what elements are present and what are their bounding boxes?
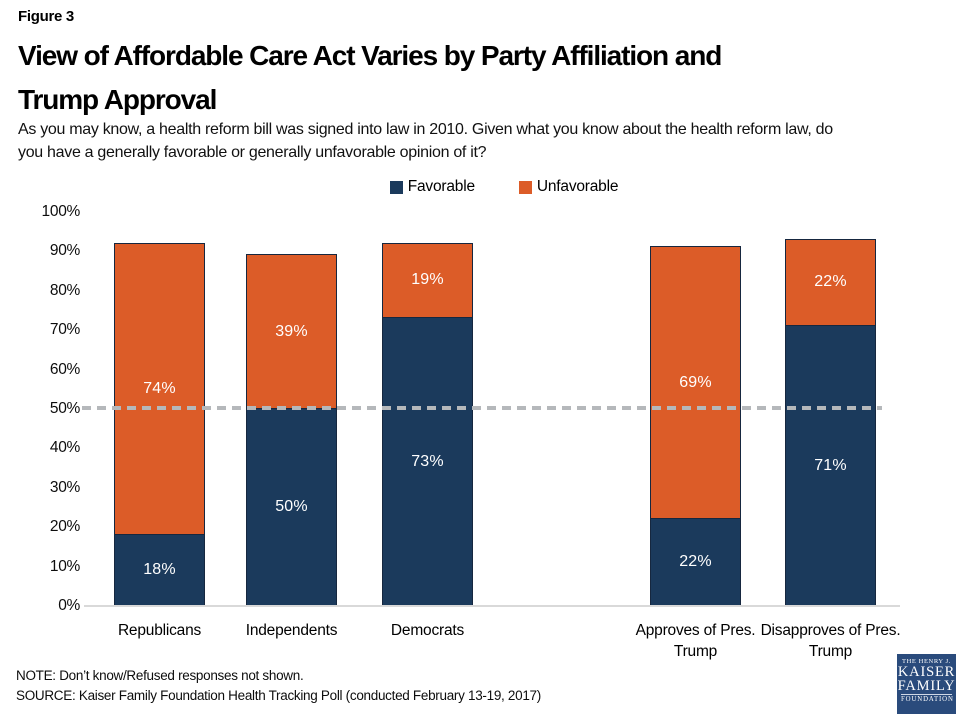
bar-segment-unfavorable: 69% (650, 246, 741, 520)
y-axis-tick-70: 70% (49, 321, 80, 339)
y-axis-tick-20: 20% (49, 518, 80, 536)
bar-democrats: 73% 19% (382, 212, 473, 606)
bar-segment-favorable: 50% (246, 408, 337, 606)
x-axis-baseline (84, 605, 900, 607)
note-text: NOTE: Don’t know/Refused responses not s… (16, 668, 304, 683)
bar-segment-unfavorable: 74% (114, 242, 205, 536)
favorable-swatch-icon (389, 180, 403, 194)
y-axis-tick-50: 50% (49, 400, 80, 417)
kaiser-family-foundation-logo: THE HENRY J. KAISER FAMILY FOUNDATION (897, 654, 956, 714)
bar-segment-unfavorable: 19% (382, 242, 473, 319)
logo-foundation-rule: FOUNDATION (901, 694, 954, 703)
x-axis-labels: Republicans Independents Democrats Approves… (88, 620, 901, 670)
y-axis-tick-100: 100% (41, 203, 81, 220)
bar-segment-unfavorable: 22% (785, 238, 876, 327)
bar-segment-favorable: 18% (114, 534, 205, 606)
bar-segment-unfavorable: 39% (246, 254, 337, 409)
legend-label: Unfavorable (536, 178, 619, 195)
y-axis-tick-90: 90% (49, 242, 80, 260)
bar-value-label: 22% (679, 553, 712, 571)
legend-item-favorable: Favorable (389, 178, 475, 196)
logo-family-text: FAMILY (897, 678, 956, 694)
survey-question-text: As you may know, a health reform bill wa… (18, 121, 833, 138)
bar-value-label: 69% (679, 373, 712, 391)
figure-number-label: Figure 3 (18, 8, 74, 25)
logo-henry-j-text: THE HENRY J. (902, 658, 952, 665)
unfavorable-swatch-icon (518, 180, 532, 194)
x-axis-label-independents: Independents (245, 622, 338, 639)
y-axis-tick-60: 60% (49, 360, 80, 378)
y-axis-tick-30: 30% (49, 478, 80, 496)
logo-kaiser-text: KAISER (897, 664, 956, 680)
fifty-percent-reference-line (82, 406, 882, 410)
page-title: View of Affordable Care Act Varies by Pa… (18, 40, 722, 71)
bar-independents: 50% 39% (246, 212, 337, 606)
survey-question-text-line2: you have a generally favorable or genera… (18, 144, 487, 161)
bar-segment-favorable: 73% (382, 317, 473, 606)
bar-value-label: 22% (814, 273, 847, 291)
x-axis-label-approves-of-pres-trump: Approves of Pres. Trump (635, 622, 756, 660)
x-axis-label-republicans: Republicans (117, 622, 202, 639)
plot-area: 18% 74% 50% 39% 73% 19% 22% 69% 71% 22% (88, 212, 898, 606)
x-axis-label-democrats: Democrats (390, 622, 465, 639)
bar-value-label: 18% (143, 561, 176, 579)
logo-foundation-text: FOUNDATION (901, 696, 954, 703)
bar-value-label: 50% (275, 498, 308, 515)
bar-value-label: 74% (143, 379, 176, 397)
bar-approves-of-pres-trump: 22% 69% (650, 212, 741, 606)
bar-disapproves-of-pres-trump: 71% 22% (785, 212, 876, 606)
bar-value-label: 71% (814, 456, 847, 474)
bar-value-label: 73% (411, 452, 444, 470)
chart-legend: Favorable Unfavorable (24, 178, 960, 196)
x-axis-label-disapproves-of-pres-trump: Disapproves of Pres. Trump (760, 622, 901, 660)
bar-value-label: 19% (411, 271, 444, 289)
y-axis-tick-10: 10% (49, 557, 80, 575)
bar-segment-favorable: 71% (785, 325, 876, 606)
legend-item-unfavorable: Unfavorable (518, 178, 619, 196)
legend-label: Favorable (407, 178, 475, 195)
bar-segment-favorable: 22% (650, 518, 741, 606)
bar-republicans: 18% 74% (114, 212, 205, 606)
logo-rule: THE HENRY J. (900, 658, 953, 665)
y-axis-tick-0: 0% (58, 597, 80, 614)
y-axis-tick-80: 80% (49, 281, 80, 299)
bar-value-label: 39% (275, 322, 308, 340)
source-text: SOURCE: Kaiser Family Foundation Health … (16, 688, 541, 703)
y-axis: 0% 10% 20% 30% 40% 50% 60% 70% 80% 90% 100% (24, 203, 81, 614)
y-axis-tick-40: 40% (49, 439, 80, 457)
page-title-line2: Trump Approval (18, 84, 217, 115)
